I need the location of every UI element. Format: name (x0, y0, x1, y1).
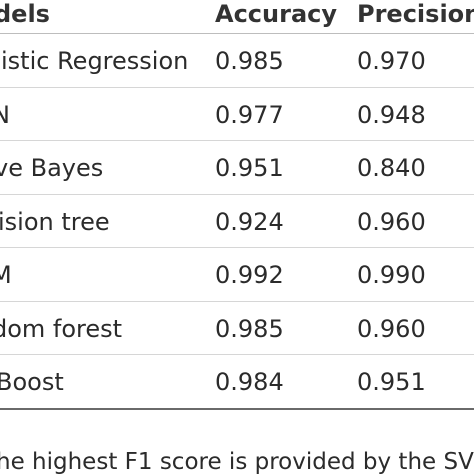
precision-value: 0.948 (357, 100, 426, 129)
table-header-row: dels Accuracy Precision (0, 0, 474, 34)
precision-value: 0.990 (357, 261, 426, 289)
model-name: N (0, 100, 10, 129)
precision-value: 0.970 (357, 47, 426, 75)
model-name: M (0, 261, 12, 289)
precision-value: 0.960 (357, 314, 426, 343)
header-precision: Precision (357, 0, 474, 28)
table-row: istic Regression 0.985 0.970 (0, 34, 474, 88)
table-row: M 0.992 0.990 (0, 248, 474, 302)
model-name: ve Bayes (0, 154, 104, 182)
table-row: Boost 0.984 0.951 (0, 355, 474, 410)
accuracy-value: 0.951 (215, 154, 284, 182)
model-name: Boost (0, 368, 64, 396)
header-accuracy: Accuracy (215, 0, 338, 28)
table-row: N 0.977 0.948 (0, 88, 474, 141)
accuracy-value: 0.984 (215, 368, 284, 396)
model-name: istic Regression (1, 47, 189, 75)
accuracy-value: 0.985 (215, 47, 284, 75)
model-name: ision tree (0, 207, 110, 236)
accuracy-value: 0.924 (215, 207, 284, 236)
table-row: ve Bayes 0.951 0.840 (0, 141, 474, 195)
table-row: dom forest 0.985 0.960 (0, 302, 474, 355)
accuracy-value: 0.977 (215, 100, 284, 129)
table-row: ision tree 0.924 0.960 (0, 195, 474, 248)
precision-value: 0.960 (357, 207, 426, 236)
table-caption: he highest F1 score is provided by the S… (0, 449, 474, 474)
accuracy-value: 0.992 (215, 261, 284, 289)
precision-value: 0.840 (357, 154, 426, 182)
results-table: dels Accuracy Precision istic Regression… (0, 0, 474, 410)
precision-value: 0.951 (357, 368, 426, 396)
accuracy-value: 0.985 (215, 314, 284, 343)
header-models: dels (0, 0, 50, 28)
model-name: dom forest (0, 314, 123, 343)
